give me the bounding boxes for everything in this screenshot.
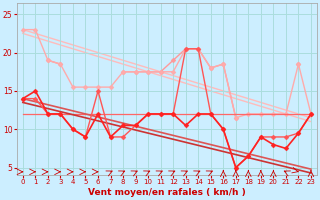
X-axis label: Vent moyen/en rafales ( km/h ): Vent moyen/en rafales ( km/h ) [88,188,246,197]
